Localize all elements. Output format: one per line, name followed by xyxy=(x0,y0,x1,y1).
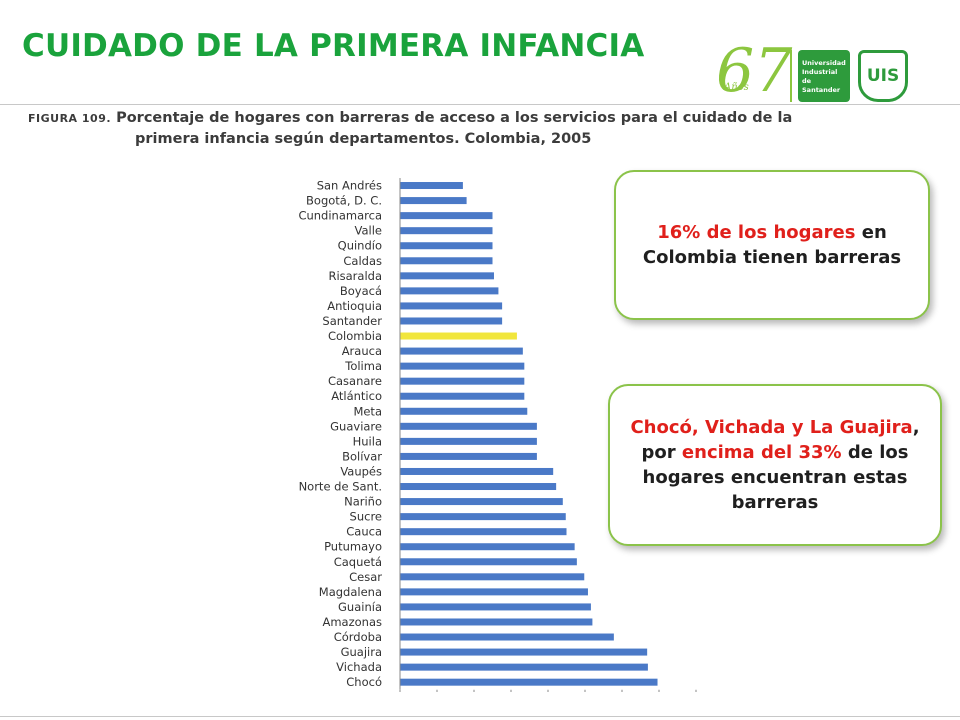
footer-divider xyxy=(0,716,960,717)
category-label: Cauca xyxy=(346,525,382,539)
bar xyxy=(400,182,463,190)
callout-top-text-2: , por xyxy=(641,417,920,463)
category-label: Tolima xyxy=(344,359,382,373)
category-label: Casanare xyxy=(328,374,382,388)
category-label: Amazonas xyxy=(322,615,382,629)
category-label: Guaviare xyxy=(330,419,382,433)
category-label: Quindío xyxy=(338,239,382,253)
category-label: Arauca xyxy=(342,344,382,358)
category-label: Santander xyxy=(322,314,382,328)
bar xyxy=(400,588,588,596)
category-label: Bogotá, D. C. xyxy=(306,194,382,208)
bar xyxy=(400,242,493,250)
header-divider xyxy=(0,104,960,105)
category-label: Valle xyxy=(355,224,383,238)
category-label: Caquetá xyxy=(334,555,382,569)
figure-label: FIGURA 109. xyxy=(28,112,112,125)
bar xyxy=(400,528,567,536)
page-title: CUIDADO DE LA PRIMERA INFANCIA xyxy=(22,28,645,64)
category-label: Atlántico xyxy=(331,389,382,403)
category-label: Norte de Sant. xyxy=(299,480,382,494)
category-label: San Andrés xyxy=(317,179,382,193)
callout-national-rest: en Colombia tienen barreras xyxy=(642,222,902,268)
category-label: Córdoba xyxy=(334,630,382,644)
bar xyxy=(400,467,554,475)
figure-caption-text-1: Porcentaje de hogares con barreras de ac… xyxy=(116,110,793,126)
callout-national-share: 16% de los hogares en Colombia tienen ba… xyxy=(614,170,930,320)
bar xyxy=(400,452,537,460)
bar xyxy=(400,332,517,340)
university-name-line: Universidad xyxy=(802,59,846,67)
anniversary-years: 67 xyxy=(716,36,793,106)
figure-caption-line-2: primera infancia según departamentos. Co… xyxy=(135,131,592,147)
bar xyxy=(400,347,523,355)
category-label: Guajira xyxy=(341,645,382,659)
bar xyxy=(400,407,528,415)
category-label: Antioquia xyxy=(327,299,382,313)
category-label: Nariño xyxy=(344,495,382,509)
category-label: Vaupés xyxy=(340,464,382,478)
bar xyxy=(400,498,563,506)
category-label: Risaralda xyxy=(328,269,382,283)
bar xyxy=(400,648,648,656)
bar xyxy=(400,362,525,370)
category-label: Magdalena xyxy=(319,585,382,599)
bar xyxy=(400,618,593,626)
logo-divider xyxy=(790,50,792,102)
university-name-line: Santander xyxy=(802,86,841,94)
category-label: Sucre xyxy=(350,510,382,524)
bar xyxy=(400,272,494,280)
bar xyxy=(400,437,537,445)
callout-top-text: Chocó, Vichada y La Guajira, por encima … xyxy=(624,415,926,515)
callout-national-text: 16% de los hogares en Colombia tienen ba… xyxy=(630,220,914,270)
category-label: Colombia xyxy=(328,329,382,343)
university-name-line: Industrial de xyxy=(802,68,838,85)
category-label: Putumayo xyxy=(324,540,382,554)
anniversary-word: Años xyxy=(724,82,749,93)
university-logo: 67 Años Universidad Industrial de Santan… xyxy=(706,36,936,116)
bar xyxy=(400,678,658,686)
figure-caption-line-1: FIGURA 109. Porcentaje de hogares con ba… xyxy=(28,108,948,129)
bar xyxy=(400,422,537,430)
category-label: Huila xyxy=(353,434,382,448)
bar xyxy=(400,227,493,235)
bar xyxy=(400,543,575,551)
bar xyxy=(400,663,648,671)
bar xyxy=(400,377,525,385)
bar xyxy=(400,558,577,566)
bar xyxy=(400,302,503,310)
category-label: Meta xyxy=(353,404,382,418)
callout-top-text-4: de los hogares encuentran estas barreras xyxy=(642,442,909,513)
anniversary-logo: 67 Años xyxy=(710,36,792,114)
bar xyxy=(400,392,525,400)
bar xyxy=(400,287,499,295)
bar xyxy=(400,573,585,581)
callout-top-departments: Chocó, Vichada y La Guajira, por encima … xyxy=(608,384,942,546)
bar xyxy=(400,603,591,611)
university-name-box: Universidad Industrial de Santander xyxy=(798,50,850,102)
category-label: Caldas xyxy=(343,254,382,268)
bar xyxy=(400,212,493,220)
bar xyxy=(400,317,503,325)
figure-caption: FIGURA 109. Porcentaje de hogares con ba… xyxy=(28,108,948,150)
category-label: Vichada xyxy=(336,660,382,674)
bar xyxy=(400,513,566,521)
bar xyxy=(400,257,493,265)
category-label: Chocó xyxy=(346,675,382,689)
category-label: Bolívar xyxy=(342,449,382,463)
category-label: Cesar xyxy=(349,570,382,584)
uis-shield-icon: UIS xyxy=(858,50,908,102)
bar xyxy=(400,633,614,641)
bar xyxy=(400,197,467,205)
bar xyxy=(400,483,557,491)
callout-national-highlight: 16% de los hogares xyxy=(657,222,856,243)
category-label: Boyacá xyxy=(340,284,382,298)
callout-top-departments-names: Chocó, Vichada y La Guajira xyxy=(630,417,913,438)
category-label: Guainía xyxy=(338,600,382,614)
callout-top-threshold: encima del 33% xyxy=(681,442,842,463)
category-label: Cundinamarca xyxy=(298,209,382,223)
